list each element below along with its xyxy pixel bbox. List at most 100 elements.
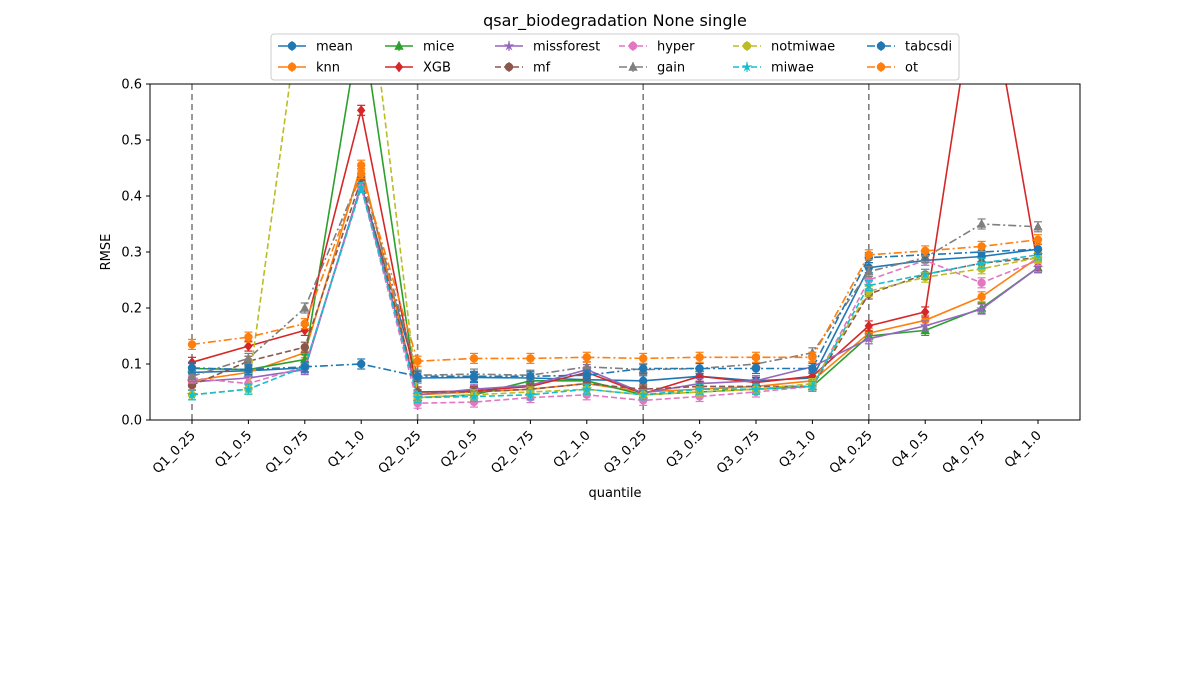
data-point-miwae bbox=[807, 380, 818, 391]
legend-box bbox=[270, 33, 960, 81]
y-tick-label: 0.1 bbox=[121, 358, 142, 373]
legend-marker-notmiwae bbox=[742, 41, 752, 51]
data-point-tabcsdi bbox=[582, 371, 591, 380]
legend-label-hyper: hyper bbox=[657, 40, 695, 55]
data-point-miwae bbox=[637, 389, 649, 400]
data-point-miwae bbox=[750, 383, 762, 394]
data-point-knn bbox=[977, 292, 986, 301]
legend-marker-miwae bbox=[741, 61, 753, 72]
legend-label-XGB: XGB bbox=[423, 61, 451, 76]
series-ot bbox=[187, 168, 1043, 367]
data-point-tabcsdi bbox=[187, 363, 197, 373]
data-point-missforest bbox=[863, 333, 875, 344]
data-point-gain bbox=[1033, 221, 1043, 231]
legend-label-ot: ot bbox=[905, 61, 918, 76]
data-point-tabcsdi bbox=[469, 372, 479, 381]
data-point-mean bbox=[639, 376, 648, 385]
y-tick-label: 0.0 bbox=[121, 414, 142, 429]
data-point-miwae bbox=[976, 257, 987, 268]
legend-label-mf: mf bbox=[533, 61, 551, 76]
data-point-tabcsdi bbox=[639, 364, 648, 373]
series-line-ot bbox=[191, 171, 1039, 363]
legend-marker-knn bbox=[287, 62, 297, 72]
legend-marker-mice bbox=[394, 40, 404, 50]
data-point-XGB bbox=[300, 325, 309, 336]
legend-label-missforest: missforest bbox=[533, 40, 600, 55]
data-point-tabcsdi bbox=[695, 364, 704, 373]
legend-marker-mean bbox=[287, 41, 297, 51]
data-point-tabcsdi bbox=[751, 364, 761, 373]
data-point-miwae bbox=[919, 268, 931, 279]
series-line-tabcsdi bbox=[191, 248, 1039, 378]
data-point-ot bbox=[751, 353, 761, 362]
data-point-ot bbox=[808, 353, 817, 362]
series-line-gain bbox=[191, 171, 1039, 378]
legend-marker-ot bbox=[876, 62, 886, 72]
data-point-miwae bbox=[186, 389, 198, 400]
data-point-ot bbox=[526, 354, 535, 363]
y-axis: 0.0 0.1 0.2 0.3 0.4 0.5 0.6 bbox=[121, 78, 150, 429]
legend-label-miwae: miwae bbox=[771, 61, 814, 76]
data-point-missforest bbox=[919, 320, 931, 331]
legend-marker-hyper bbox=[628, 41, 638, 51]
series-layer bbox=[186, 84, 1044, 409]
chart-title: qsar_biodegradation None single bbox=[483, 11, 747, 31]
legend-label-gain: gain bbox=[657, 61, 685, 76]
data-point-missforest bbox=[1032, 262, 1044, 273]
data-point-ot bbox=[413, 357, 422, 366]
legend-marker-tabcsdi bbox=[876, 41, 886, 51]
data-point-XGB bbox=[921, 306, 930, 318]
data-point-missforest bbox=[976, 303, 987, 314]
data-point-ot bbox=[300, 319, 309, 328]
data-point-tabcsdi bbox=[808, 364, 817, 373]
series-line-XGB bbox=[191, 84, 1039, 395]
data-point-miwae bbox=[863, 279, 875, 291]
series-line-miwae bbox=[191, 184, 1039, 399]
y-tick-label: 0.5 bbox=[121, 134, 142, 149]
legend-marker-mf bbox=[504, 62, 514, 72]
data-point-miwae bbox=[243, 383, 254, 394]
data-point-gain bbox=[582, 361, 592, 371]
y-axis-label: RMSE bbox=[99, 234, 114, 271]
data-point-mf bbox=[300, 343, 309, 352]
data-point-ot bbox=[695, 353, 704, 362]
data-point-missforest bbox=[750, 375, 762, 386]
y-tick-label: 0.2 bbox=[121, 302, 142, 317]
legend-label-tabcsdi: tabcsdi bbox=[905, 40, 952, 55]
legend-label-knn: knn bbox=[316, 61, 340, 76]
data-point-tabcsdi bbox=[1033, 245, 1043, 254]
data-point-miwae bbox=[412, 391, 423, 403]
data-point-gain bbox=[300, 302, 310, 312]
data-point-ot bbox=[977, 242, 986, 251]
y-tick-label: 0.6 bbox=[121, 78, 142, 93]
y-tick-label: 0.3 bbox=[121, 246, 142, 261]
legend-label-mean: mean bbox=[316, 40, 353, 55]
series-line-notmiwae bbox=[191, 84, 1039, 399]
data-point-miwae bbox=[525, 389, 536, 400]
data-point-ot bbox=[582, 353, 591, 362]
data-point-ot bbox=[357, 169, 366, 178]
data-point-ot bbox=[639, 354, 648, 363]
data-point-ot bbox=[921, 246, 930, 256]
data-point-tabcsdi bbox=[413, 372, 422, 381]
data-point-tabcsdi bbox=[300, 362, 309, 371]
data-point-gain bbox=[864, 266, 874, 276]
legend-marker-missforest bbox=[503, 40, 515, 51]
data-point-missforest bbox=[243, 372, 254, 383]
data-point-ot bbox=[469, 354, 479, 363]
data-point-miwae bbox=[355, 181, 367, 193]
data-point-XGB bbox=[864, 320, 873, 332]
data-point-hyper bbox=[977, 278, 986, 287]
data-point-ot bbox=[187, 340, 197, 349]
series-line-mice bbox=[191, 84, 1039, 399]
legend-marker-XGB bbox=[394, 61, 404, 73]
series-line-mf bbox=[191, 176, 1039, 393]
data-point-gain bbox=[976, 218, 987, 228]
data-point-tabcsdi bbox=[526, 372, 535, 381]
x-axis-label: quantile bbox=[588, 486, 641, 501]
data-point-ot bbox=[244, 332, 253, 342]
legend-marker-gain bbox=[628, 61, 638, 71]
data-point-gain bbox=[243, 353, 254, 363]
